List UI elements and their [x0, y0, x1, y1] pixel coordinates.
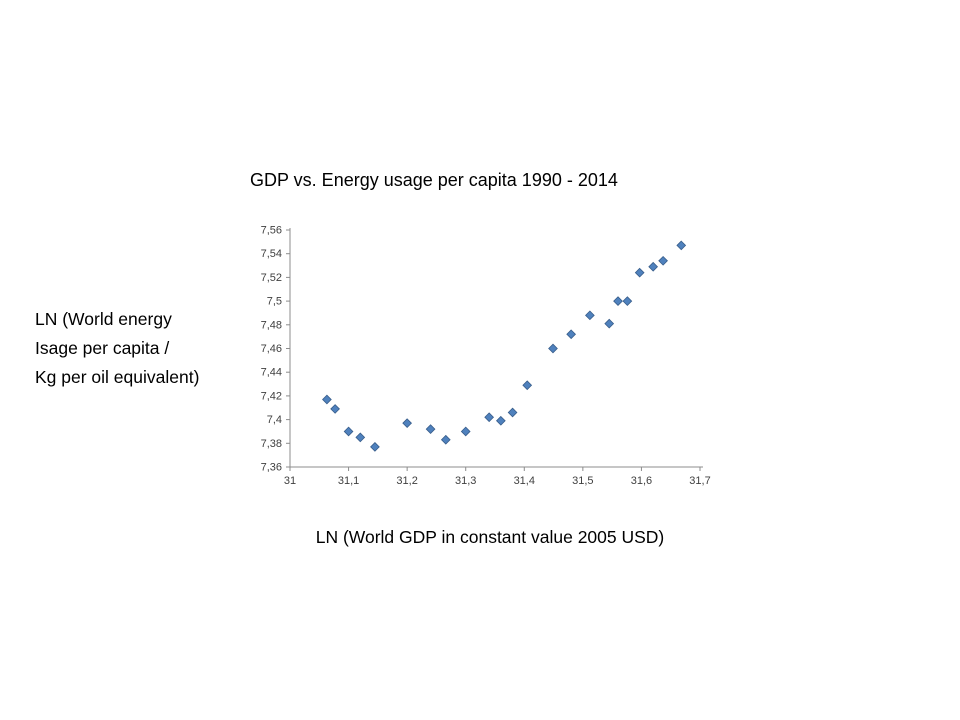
data-point	[522, 380, 533, 391]
x-tick-label: 31,2	[396, 475, 417, 487]
data-point	[343, 426, 354, 437]
y-axis-label-line-3: Kg per oil equivalent)	[35, 367, 200, 387]
data-point	[604, 318, 615, 329]
data-point	[460, 426, 471, 437]
data-point	[495, 415, 506, 426]
y-tick-label: 7,5	[267, 296, 282, 308]
scatter-chart: 7,36 7,38 7,4 7,42 7,44 7,46 7,48 7,5 7,52 7,54 7,…	[261, 225, 711, 488]
y-tick-label: 7,48	[261, 319, 282, 331]
chart-title: GDP vs. Energy usage per capita 1990 - 2…	[250, 170, 618, 190]
data-point	[402, 418, 413, 429]
y-tick-label: 7,4	[267, 414, 282, 426]
y-tick-label: 7,36	[261, 462, 282, 474]
data-point	[648, 261, 659, 272]
x-tick-label: 31,7	[689, 475, 710, 487]
y-tick-label: 7,42	[261, 390, 282, 402]
data-point	[370, 441, 380, 452]
y-tick-label: 7,56	[261, 225, 282, 237]
x-tick-label: 31,6	[631, 475, 652, 487]
data-point	[330, 404, 340, 414]
data-point	[622, 296, 633, 306]
data-point	[658, 255, 668, 266]
y-axis-label: LN (World energy Isage per capita / Kg p…	[35, 305, 199, 392]
x-tick-label: 31,3	[455, 475, 476, 487]
data-point	[355, 432, 366, 443]
data-point	[548, 343, 558, 354]
y-tick-label: 7,54	[261, 248, 282, 260]
x-tick-label: 31,4	[514, 475, 535, 487]
x-tick-label: 31,5	[572, 475, 593, 487]
y-axis-label-line-2: Isage per capita /	[35, 338, 170, 358]
x-axis-label: LN (World GDP in constant value 2005 USD…	[315, 527, 665, 547]
y-tick-label: 7,46	[261, 343, 282, 355]
data-point	[507, 407, 518, 418]
x-tick-label: 31,1	[338, 475, 359, 487]
data-point	[484, 412, 495, 423]
data-point	[566, 329, 577, 340]
y-tick-label: 7,38	[261, 438, 282, 450]
y-tick-label: 7,44	[261, 367, 282, 379]
data-point	[634, 267, 645, 278]
y-tick-label: 7,52	[261, 272, 282, 284]
data-point	[676, 240, 687, 251]
data-point	[585, 310, 595, 321]
data-point	[613, 296, 623, 306]
data-point	[322, 394, 332, 405]
data-point	[425, 424, 436, 434]
x-tick-label: 31	[284, 475, 296, 487]
data-point	[440, 434, 451, 445]
y-axis-label-line-1: LN (World energy	[35, 309, 172, 329]
